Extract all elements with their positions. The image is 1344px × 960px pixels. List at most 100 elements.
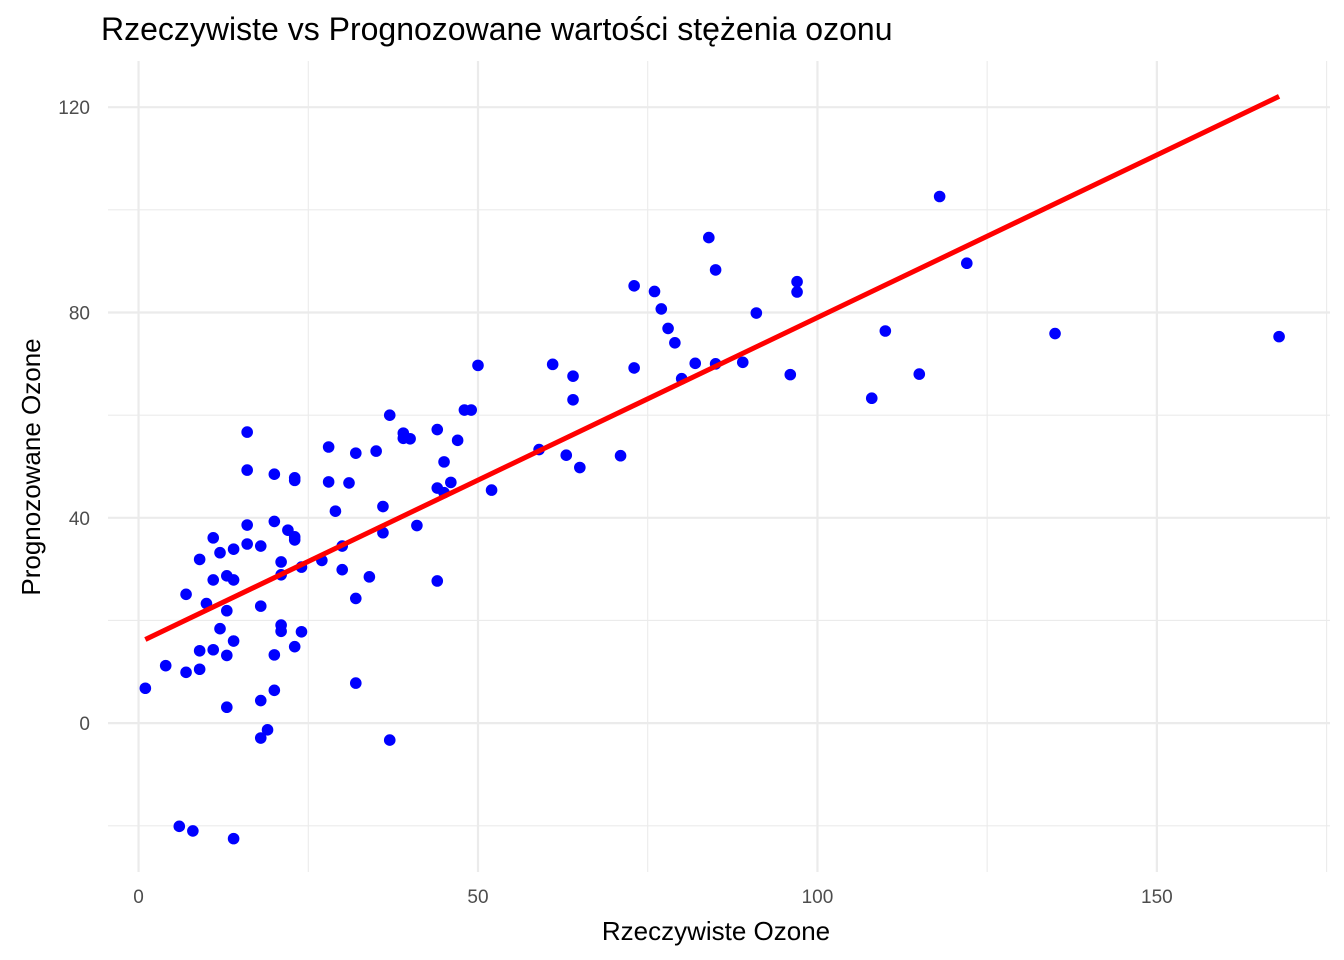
- data-point: [791, 286, 803, 298]
- data-point: [465, 404, 477, 416]
- data-point: [913, 368, 925, 380]
- data-point: [214, 623, 226, 635]
- data-point: [241, 538, 253, 550]
- data-point: [669, 337, 681, 349]
- x-tick-label: 0: [133, 887, 144, 908]
- data-point: [180, 667, 192, 679]
- data-point: [289, 641, 301, 653]
- data-point: [377, 501, 389, 513]
- data-point: [961, 257, 973, 269]
- x-tick-label: 100: [802, 887, 834, 908]
- data-point: [547, 359, 559, 371]
- data-point: [255, 540, 267, 552]
- data-point: [615, 450, 627, 462]
- data-point: [384, 409, 396, 421]
- y-tick-label: 40: [69, 509, 90, 530]
- data-point: [221, 650, 233, 662]
- data-point: [751, 307, 763, 319]
- data-point: [655, 303, 667, 315]
- data-point: [241, 426, 253, 438]
- data-point: [472, 360, 484, 372]
- data-point: [207, 574, 219, 586]
- data-point: [649, 286, 661, 298]
- data-point: [710, 264, 722, 276]
- data-point: [187, 825, 199, 837]
- data-point: [289, 531, 301, 543]
- data-point: [1049, 328, 1061, 340]
- data-point: [689, 358, 701, 370]
- data-point: [289, 472, 301, 484]
- data-point: [628, 280, 640, 292]
- data-point: [384, 734, 396, 746]
- data-point: [194, 663, 206, 675]
- data-point: [241, 519, 253, 531]
- x-tick-label: 50: [467, 887, 488, 908]
- chart-title: Rzeczywiste vs Prognozowane wartości stę…: [101, 11, 892, 47]
- data-point: [445, 477, 457, 489]
- data-point: [194, 554, 206, 566]
- data-point: [628, 362, 640, 374]
- data-point: [350, 447, 362, 459]
- data-point: [431, 424, 443, 436]
- data-point: [221, 701, 233, 713]
- data-point: [411, 520, 423, 532]
- data-point: [486, 484, 498, 496]
- data-point: [791, 276, 803, 288]
- data-point: [343, 477, 355, 489]
- data-point: [228, 635, 240, 647]
- data-point: [255, 695, 267, 707]
- data-point: [438, 456, 450, 468]
- data-point: [737, 357, 749, 369]
- data-point: [350, 593, 362, 605]
- data-point: [140, 682, 152, 694]
- data-point: [275, 556, 287, 568]
- data-point: [255, 600, 267, 612]
- data-point: [207, 644, 219, 656]
- data-point: [173, 821, 185, 833]
- data-point: [228, 833, 240, 845]
- data-point: [228, 574, 240, 586]
- data-point: [336, 564, 348, 576]
- data-point: [296, 626, 308, 638]
- data-point: [662, 323, 674, 335]
- data-point: [784, 369, 796, 381]
- data-point: [404, 433, 416, 445]
- data-point: [560, 449, 572, 461]
- data-point: [934, 191, 946, 203]
- data-point: [350, 677, 362, 689]
- data-point: [364, 571, 376, 583]
- data-point: [221, 605, 233, 617]
- data-point: [207, 532, 219, 544]
- data-point: [275, 619, 287, 631]
- y-tick-label: 120: [58, 98, 90, 119]
- data-point: [262, 724, 274, 736]
- data-point: [269, 684, 281, 696]
- data-point: [228, 543, 240, 555]
- data-point: [214, 547, 226, 559]
- data-point: [323, 441, 335, 453]
- data-point: [241, 464, 253, 476]
- data-point: [567, 394, 579, 406]
- y-axis-title: Prognozowane Ozone: [16, 338, 46, 595]
- x-axis-title: Rzeczywiste Ozone: [602, 916, 830, 946]
- data-point: [194, 645, 206, 657]
- data-point: [452, 435, 464, 447]
- data-point: [431, 575, 443, 587]
- data-point: [269, 516, 281, 528]
- data-point: [880, 325, 892, 337]
- data-point: [567, 370, 579, 382]
- y-tick-label: 80: [69, 304, 90, 325]
- data-point: [330, 505, 342, 517]
- data-point: [574, 462, 586, 474]
- data-point: [1273, 331, 1285, 343]
- data-point: [269, 649, 281, 661]
- data-point: [866, 392, 878, 404]
- y-tick-label: 0: [79, 714, 90, 735]
- x-tick-label: 150: [1141, 887, 1173, 908]
- data-point: [160, 660, 172, 672]
- data-point: [180, 589, 192, 601]
- data-point: [269, 468, 281, 480]
- data-point: [703, 232, 715, 244]
